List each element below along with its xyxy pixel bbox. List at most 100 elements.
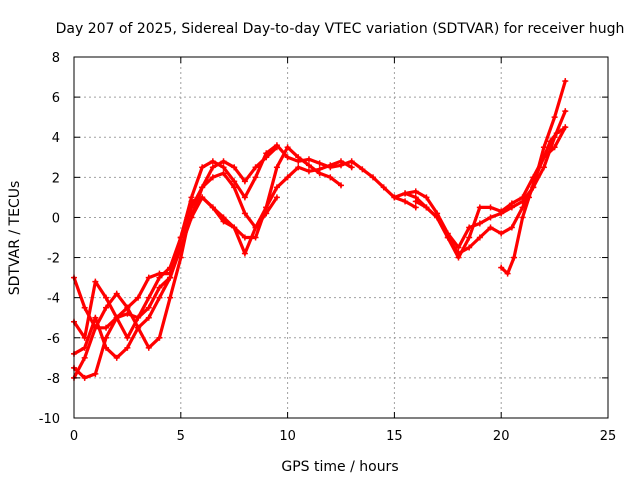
data-point — [103, 294, 110, 301]
data-point — [241, 234, 248, 241]
grid-lines — [74, 57, 608, 418]
y-tick-label: -8 — [47, 372, 60, 387]
data-point — [124, 344, 131, 351]
data-point — [113, 290, 120, 297]
data-point — [145, 314, 152, 321]
data-point — [532, 174, 539, 181]
data-point — [455, 254, 462, 261]
data-point — [540, 154, 547, 161]
series-line-sat-9 — [499, 127, 565, 276]
x-axis-label: GPS time / hours — [281, 459, 398, 475]
data-point — [145, 304, 152, 311]
data-point — [241, 194, 248, 201]
x-tick-label: 15 — [386, 429, 403, 444]
data-point — [231, 184, 238, 191]
data-point — [553, 130, 560, 137]
data-point — [220, 218, 227, 225]
data-point — [327, 174, 334, 181]
data-point — [327, 162, 334, 169]
data-point — [273, 194, 280, 201]
data-point — [466, 234, 473, 241]
series-line-sat-5 — [72, 195, 279, 380]
data-point — [167, 294, 174, 301]
data-point — [380, 184, 387, 191]
data-point — [412, 188, 419, 195]
plot-frame — [73, 56, 609, 419]
data-point — [487, 224, 494, 231]
data-point — [92, 278, 99, 285]
data-point — [145, 274, 152, 281]
data-point — [525, 194, 532, 201]
data-point — [434, 214, 441, 221]
data-point — [508, 200, 515, 207]
data-point — [540, 144, 547, 151]
data-point — [273, 144, 280, 151]
data-point — [92, 370, 99, 377]
data-point — [455, 244, 462, 251]
x-tick-label: 20 — [493, 429, 510, 444]
data-point — [348, 164, 355, 171]
data-point — [348, 158, 355, 165]
data-point — [113, 314, 120, 321]
data-point — [188, 214, 195, 221]
data-point — [273, 184, 280, 191]
data-point — [487, 204, 494, 211]
data-point — [476, 234, 483, 241]
data-point — [519, 214, 526, 221]
data-point — [81, 354, 88, 361]
data-point — [113, 354, 120, 361]
data-point — [145, 294, 152, 301]
axis-ticks: 0 5 10 15 20 25 -10 -8 -6 -4 -2 0 2 4 6 8 — [39, 51, 617, 444]
data-point — [220, 158, 227, 165]
data-point — [370, 174, 377, 181]
data-point — [551, 144, 558, 151]
data-point — [562, 78, 569, 85]
data-point — [241, 210, 248, 217]
data-point — [476, 204, 483, 211]
data-point — [209, 158, 216, 165]
data-point — [199, 184, 206, 191]
data-point — [444, 234, 451, 241]
data-point — [305, 162, 312, 169]
data-point — [504, 270, 511, 277]
data-point — [551, 114, 558, 121]
data-point — [124, 304, 131, 311]
data-point — [135, 294, 142, 301]
y-tick-label: -10 — [39, 412, 60, 427]
data-point — [402, 190, 409, 197]
data-point — [338, 158, 344, 165]
data-point — [252, 174, 259, 181]
data-point — [476, 220, 483, 227]
data-point — [209, 164, 216, 171]
data-point — [560, 126, 567, 133]
data-point — [402, 198, 409, 205]
data-point — [135, 324, 142, 331]
data-point — [252, 164, 259, 171]
data-point — [81, 344, 88, 351]
data-point — [156, 334, 163, 341]
data-point — [103, 304, 110, 311]
data-point — [273, 164, 280, 171]
y-tick-label: -4 — [47, 292, 60, 307]
y-tick-label: 8 — [52, 51, 60, 66]
chart-title: Day 207 of 2025, Sidereal Day-to-day VTE… — [56, 21, 625, 37]
data-point — [423, 204, 430, 211]
data-point — [220, 170, 227, 177]
data-point — [156, 270, 163, 277]
data-point — [241, 178, 248, 185]
data-point — [209, 204, 216, 211]
data-point — [103, 334, 110, 341]
data-point — [124, 334, 131, 341]
data-point — [295, 154, 302, 161]
data-point — [466, 244, 473, 251]
data-point — [124, 310, 131, 317]
data-point — [412, 204, 419, 211]
x-tick-label: 5 — [177, 429, 185, 444]
data-point — [498, 208, 505, 215]
data-point — [135, 314, 142, 321]
data-point — [498, 264, 505, 271]
data-point — [263, 204, 270, 211]
data-point — [188, 198, 195, 205]
